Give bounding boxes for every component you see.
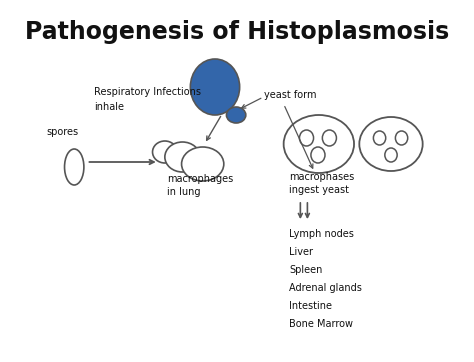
Text: Respiratory Infections: Respiratory Infections — [94, 87, 201, 97]
Ellipse shape — [359, 117, 423, 171]
Circle shape — [395, 131, 408, 145]
Circle shape — [374, 131, 386, 145]
Ellipse shape — [182, 147, 224, 181]
Text: Spleen: Spleen — [289, 265, 322, 275]
Text: Lymph nodes: Lymph nodes — [289, 229, 354, 239]
Circle shape — [385, 148, 397, 162]
Circle shape — [300, 130, 314, 146]
Circle shape — [322, 130, 337, 146]
Text: yeast form: yeast form — [264, 90, 317, 100]
Text: Liver: Liver — [289, 247, 313, 257]
Ellipse shape — [227, 107, 246, 123]
Text: Intestine: Intestine — [289, 301, 332, 311]
Text: in lung: in lung — [167, 187, 201, 197]
Text: inhale: inhale — [94, 102, 125, 112]
Text: spores: spores — [46, 127, 78, 137]
Circle shape — [191, 59, 240, 115]
Ellipse shape — [283, 115, 354, 173]
Text: macrophages: macrophages — [167, 174, 234, 184]
Text: Bone Marrow: Bone Marrow — [289, 319, 353, 329]
Text: macrophases: macrophases — [289, 172, 354, 182]
Text: ingest yeast: ingest yeast — [289, 185, 349, 195]
Ellipse shape — [153, 141, 177, 163]
Text: Adrenal glands: Adrenal glands — [289, 283, 362, 293]
Circle shape — [311, 147, 325, 163]
Text: Pathogenesis of Histoplasmosis: Pathogenesis of Histoplasmosis — [25, 20, 449, 44]
Ellipse shape — [165, 142, 200, 172]
Ellipse shape — [64, 149, 84, 185]
